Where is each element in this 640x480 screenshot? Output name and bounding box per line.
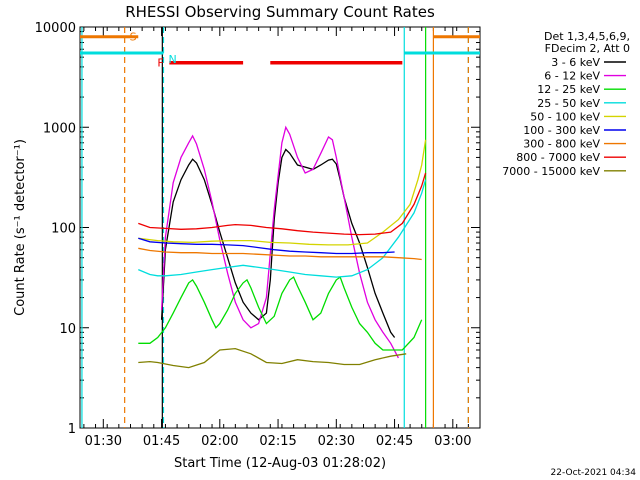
legend-header-decim: FDecim 2, Att 0 [545, 42, 630, 55]
legend-entry-label: 12 - 25 keV [537, 83, 600, 96]
chart-title: RHESSI Observing Summary Count Rates [125, 3, 435, 21]
series-line [138, 237, 395, 255]
legend-entry-label: 6 - 12 keV [544, 70, 600, 83]
legend-entry-label: 800 - 7000 keV [516, 151, 600, 164]
series-line [160, 148, 396, 338]
y-tick-label: 10000 [35, 21, 76, 36]
series-line [138, 347, 407, 369]
x-tick-label: 02:45 [376, 434, 413, 449]
y-tick-label: 10 [59, 322, 76, 337]
y-tick-label: 100 [51, 222, 76, 237]
legend-entry-label: 50 - 100 keV [530, 110, 600, 123]
plot-frame [79, 26, 481, 429]
legend-entry-label: 100 - 300 keV [523, 124, 600, 137]
y-tick-label: 1000 [43, 121, 76, 136]
legend-entry-label: 300 - 800 keV [523, 138, 600, 151]
series-line [138, 247, 422, 261]
legend-entry-label: 25 - 50 keV [537, 97, 600, 110]
flag-label-saa: S [130, 31, 137, 44]
x-tick-label: 02:30 [318, 434, 355, 449]
x-tick-label: 01:45 [143, 434, 180, 449]
y-axis-label: Count Rate (s⁻¹ detector⁻¹) [13, 139, 28, 316]
x-tick-label: 02:15 [259, 434, 296, 449]
flag-label-flare: F [157, 57, 163, 70]
x-tick-label: 02:00 [201, 434, 238, 449]
legend-entry-label: 3 - 6 keV [551, 56, 600, 69]
x-axis-label: Start Time (12-Aug-03 01:28:02) [174, 456, 386, 471]
flag-label-night: N [168, 53, 176, 66]
series-line [138, 179, 427, 278]
series-group [138, 125, 427, 369]
timestamp-label: 22-Oct-2021 04:34 [551, 468, 637, 478]
legend-entry-label: 7000 - 15000 keV [502, 165, 600, 178]
series-line [138, 139, 427, 246]
series-line [138, 172, 427, 236]
y-tick-label: 1 [68, 422, 76, 437]
x-tick-label: 01:30 [85, 434, 122, 449]
legend-header-detectors: Det 1,3,4,5,6,9, [544, 30, 630, 43]
series-line [138, 276, 423, 351]
series-line [160, 125, 399, 359]
x-tick-label: 03:00 [434, 434, 471, 449]
